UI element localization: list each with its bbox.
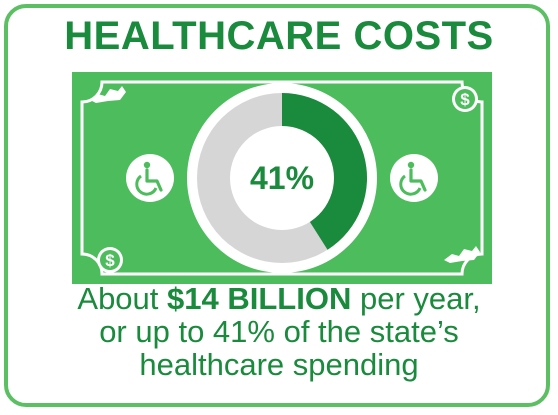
wheelchair-icon: [390, 154, 438, 202]
dollar-symbol: $: [460, 90, 470, 109]
infographic-caption: About $14 BILLION per year, or up to 41%…: [0, 282, 558, 381]
donut-percent-label: 41%: [250, 160, 314, 196]
caption-line-1: About $14 BILLION per year,: [0, 282, 558, 315]
dollar-icon: $: [452, 86, 478, 112]
caption-amount: $14 BILLION: [167, 281, 352, 316]
caption-suffix: per year,: [351, 281, 481, 316]
caption-prefix: About: [77, 281, 168, 316]
wheelchair-icon: [126, 154, 174, 202]
dollar-icon: $: [97, 247, 123, 273]
infographic-title: HEALTHCARE COSTS: [64, 14, 494, 58]
money-bill-graphic: $ $ 41%: [72, 72, 492, 284]
donut-hole: [230, 126, 334, 230]
caption-line-2: or up to 41% of the state’s: [99, 314, 459, 349]
kentucky-state-icon: [90, 86, 126, 103]
kentucky-state-icon: [444, 246, 480, 263]
dollar-symbol: $: [105, 251, 115, 270]
caption-line-3: healthcare spending: [139, 347, 419, 382]
